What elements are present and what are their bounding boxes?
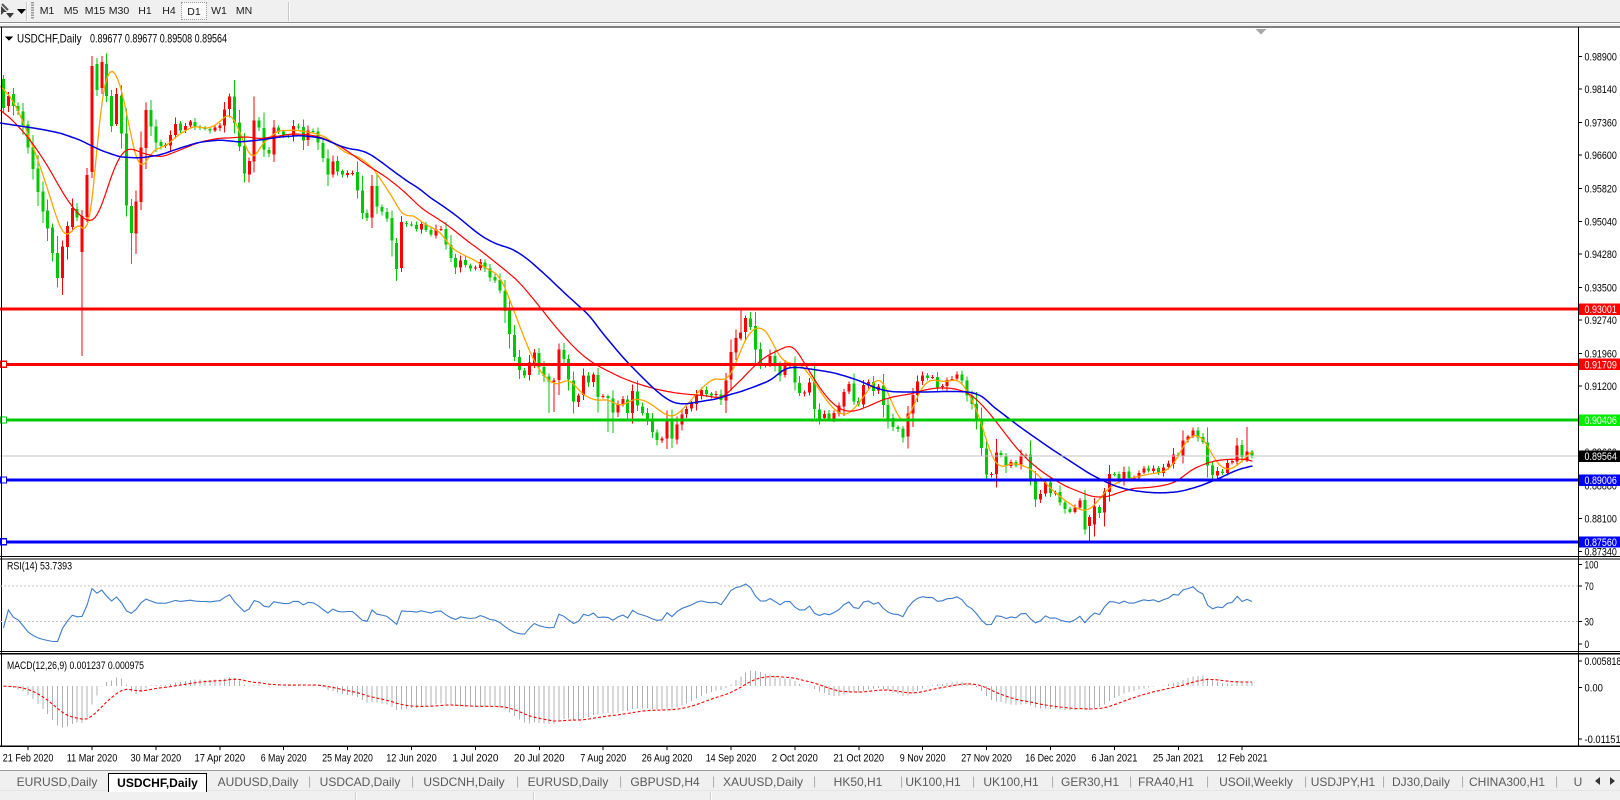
svg-text:26 Aug 2020: 26 Aug 2020: [642, 753, 693, 765]
svg-text:0.87340: 0.87340: [1585, 546, 1617, 558]
svg-text:1 Jul 2020: 1 Jul 2020: [452, 753, 498, 765]
svg-text:0.92740: 0.92740: [1585, 315, 1617, 327]
svg-text:USDCHF,Daily: USDCHF,Daily: [17, 32, 82, 46]
svg-text:0.005818: 0.005818: [1585, 656, 1620, 668]
svg-text:0.90406: 0.90406: [1585, 415, 1617, 427]
svg-text:0: 0: [1585, 639, 1590, 651]
svg-text:25 May 2020: 25 May 2020: [322, 753, 373, 765]
svg-text:0.96600: 0.96600: [1585, 150, 1617, 162]
svg-text:0.89677 0.89677 0.89508 0.8956: 0.89677 0.89677 0.89508 0.89564: [90, 32, 227, 46]
svg-text:0.95040: 0.95040: [1585, 217, 1617, 229]
svg-text:0.91709: 0.91709: [1585, 359, 1617, 371]
svg-text:25 Jan 2021: 25 Jan 2021: [1153, 753, 1204, 765]
svg-text:0.00: 0.00: [1585, 683, 1603, 695]
svg-text:RSI(14) 53.7393: RSI(14) 53.7393: [7, 561, 72, 573]
svg-text:30 Mar 2020: 30 Mar 2020: [131, 753, 182, 765]
svg-text:12 Feb 2021: 12 Feb 2021: [1217, 753, 1268, 765]
svg-text:20 Jul 2020: 20 Jul 2020: [514, 753, 565, 765]
svg-text:0.97360: 0.97360: [1585, 117, 1617, 129]
svg-text:100: 100: [1585, 560, 1599, 572]
svg-text:70: 70: [1585, 581, 1594, 593]
svg-text:6 May 2020: 6 May 2020: [261, 753, 307, 765]
svg-text:0.89564: 0.89564: [1585, 451, 1617, 463]
svg-text:0.91200: 0.91200: [1585, 381, 1617, 393]
svg-text:11 Mar 2020: 11 Mar 2020: [67, 753, 118, 765]
svg-text:14 Sep 2020: 14 Sep 2020: [706, 753, 757, 765]
svg-text:0.93001: 0.93001: [1585, 304, 1617, 316]
svg-text:2 Oct 2020: 2 Oct 2020: [772, 753, 818, 765]
svg-text:0.89006: 0.89006: [1585, 475, 1617, 487]
svg-text:21 Feb 2020: 21 Feb 2020: [3, 753, 54, 765]
svg-text:12 Jun 2020: 12 Jun 2020: [386, 753, 437, 765]
svg-text:16 Dec 2020: 16 Dec 2020: [1025, 753, 1076, 765]
svg-text:0.88100: 0.88100: [1585, 514, 1617, 526]
svg-text:0.94280: 0.94280: [1585, 249, 1617, 261]
svg-text:MACD(12,26,9) 0.001237 0.00097: MACD(12,26,9) 0.001237 0.000975: [7, 660, 144, 672]
svg-text:27 Nov 2020: 27 Nov 2020: [961, 753, 1012, 765]
svg-text:0.95820: 0.95820: [1585, 183, 1617, 195]
svg-text:0.98140: 0.98140: [1585, 84, 1617, 96]
svg-text:6 Jan 2021: 6 Jan 2021: [1091, 753, 1137, 765]
svg-text:0.87560: 0.87560: [1585, 537, 1617, 549]
svg-text:7 Aug 2020: 7 Aug 2020: [580, 753, 626, 765]
svg-text:0.93500: 0.93500: [1585, 283, 1617, 295]
svg-text:30: 30: [1585, 616, 1594, 628]
svg-text:17 Apr 2020: 17 Apr 2020: [195, 753, 246, 765]
svg-text:0.91960: 0.91960: [1585, 349, 1617, 361]
svg-text:9 Nov 2020: 9 Nov 2020: [900, 753, 946, 765]
svg-text:-0.011514: -0.011514: [1585, 734, 1620, 746]
svg-text:21 Oct 2020: 21 Oct 2020: [834, 753, 885, 765]
svg-text:0.98900: 0.98900: [1585, 52, 1617, 64]
